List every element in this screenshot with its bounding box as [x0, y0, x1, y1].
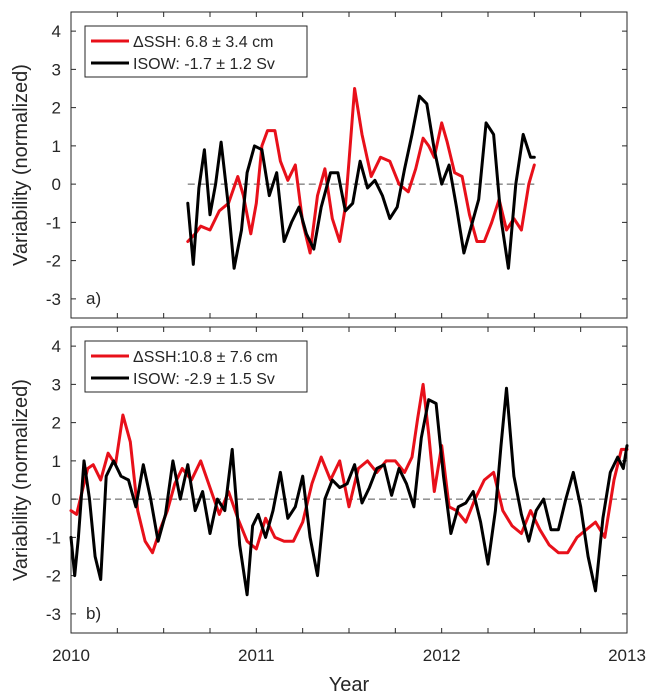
y-tick-label: -1	[46, 528, 61, 547]
legend-box	[84, 340, 308, 393]
y-tick-label: 1	[52, 452, 61, 471]
y-tick-label: 2	[52, 99, 61, 118]
y-tick-label: -2	[46, 567, 61, 586]
x-tick-label: 2010	[52, 646, 90, 665]
legend-entry: ISOW: -2.9 ± 1.5 Sv	[133, 371, 275, 388]
legend-box	[84, 25, 308, 78]
series-line-dssh	[186, 87, 536, 255]
y-tick-label: -2	[46, 252, 61, 271]
y-tick-label: 3	[52, 60, 61, 79]
x-tick-label: 2012	[423, 646, 461, 665]
y-tick-label: 2	[52, 414, 61, 433]
y-axis-label: Variability (normalized)	[10, 64, 32, 266]
panel-label: a)	[86, 289, 101, 308]
y-tick-label: 3	[52, 375, 61, 394]
legend-entry: ΔSSH: 6.8 ± 3.4 cm	[133, 34, 273, 51]
legend-entry: ISOW: -1.7 ± 1.2 Sv	[133, 56, 275, 73]
y-axis-label: Variability (normalized)	[10, 379, 32, 581]
y-tick-label: 4	[52, 337, 61, 356]
series-line-isow	[69, 386, 629, 597]
x-tick-label: 2011	[238, 646, 275, 665]
y-tick-label: 0	[52, 490, 61, 509]
legend-entry: ΔSSH:10.8 ± 7.6 cm	[133, 349, 278, 366]
panel-label: b)	[86, 604, 101, 623]
y-tick-label: -1	[46, 213, 61, 232]
y-tick-label: -3	[46, 290, 61, 309]
series-line-isow	[186, 94, 536, 270]
y-tick-label: 4	[52, 22, 61, 41]
y-tick-label: 0	[52, 175, 61, 194]
legend: ΔSSH:10.8 ± 7.6 cm ISOW: -2.9 ± 1.5 Sv	[84, 340, 308, 393]
panel-a: -3 -2 -1 0 1 2 3 4 Variability (normalized) a) ΔSS…	[10, 11, 628, 319]
panel-b: -3 -2 -1 0 1 2 3 4 2010 2011 2012 2013 Variability (…	[10, 326, 646, 696]
y-tick-label: 1	[52, 137, 61, 156]
x-axis-label: Year	[329, 674, 370, 696]
y-tick-label: -3	[46, 605, 61, 624]
x-tick-label: 2013	[608, 646, 646, 665]
legend: ΔSSH: 6.8 ± 3.4 cm ISOW: -1.7 ± 1.2 Sv	[84, 25, 308, 78]
